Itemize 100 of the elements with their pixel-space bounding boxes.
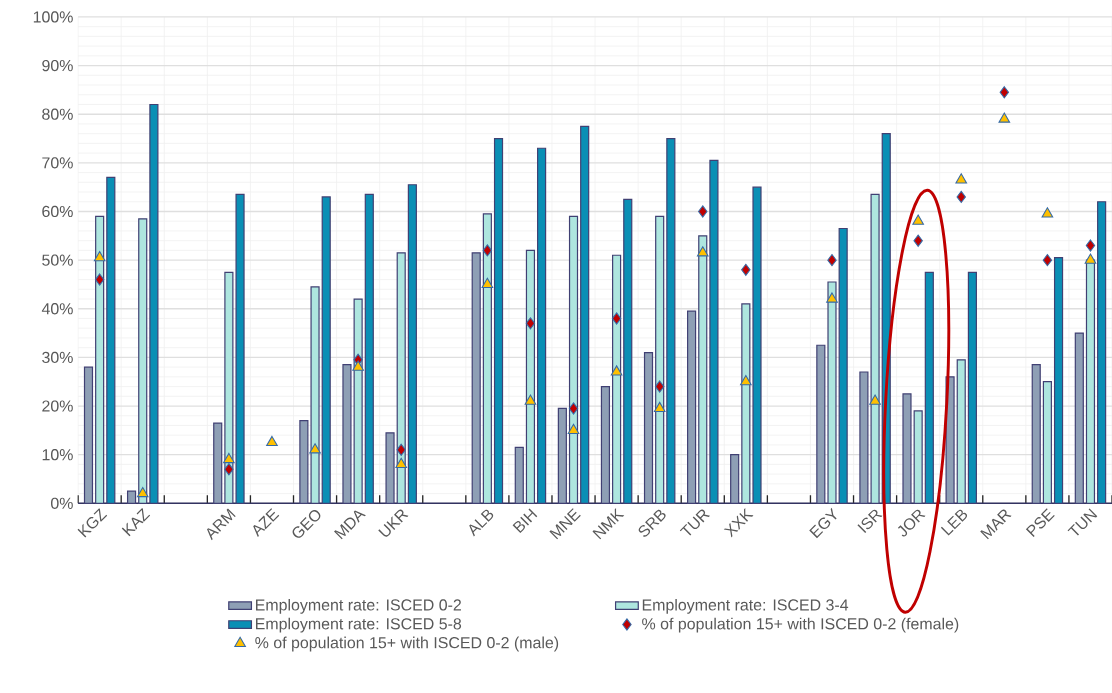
point (654, 380, 665, 393)
bar (471, 252, 481, 505)
bar (967, 271, 977, 505)
bar (580, 125, 590, 505)
point (741, 263, 751, 277)
point (999, 86, 1010, 99)
bar (407, 184, 417, 505)
x-tick-label: BIH (512, 508, 538, 534)
point (955, 173, 968, 184)
bar (95, 215, 105, 505)
point (266, 436, 278, 447)
bar (557, 408, 567, 505)
point (309, 443, 321, 454)
y-tick-label: 20% (42, 400, 73, 412)
bar (514, 446, 524, 505)
point (698, 205, 708, 218)
bar (321, 196, 331, 505)
point (611, 312, 622, 325)
x-tick-label: TUR (679, 509, 710, 536)
bar (525, 249, 536, 505)
y-tick-label: 70% (42, 157, 73, 169)
legend-label: Employment rate: ISCED 0-2 (256, 599, 461, 614)
y-tick-label: 0% (51, 497, 73, 510)
point (223, 453, 235, 464)
bar (741, 303, 751, 505)
bar (1031, 364, 1041, 505)
point (524, 394, 537, 405)
point (869, 394, 881, 405)
bar (655, 215, 665, 505)
point (653, 401, 666, 413)
x-tick-label: ALB (469, 509, 494, 537)
y-tick-label: 60% (42, 206, 73, 218)
bar (213, 422, 223, 505)
legend-label: % of population 15+ with ISCED 0-2 (female) (642, 617, 959, 633)
bar (827, 281, 837, 505)
point (696, 246, 709, 257)
point (827, 254, 837, 267)
point (913, 234, 923, 247)
bar (106, 177, 116, 505)
bar (643, 352, 654, 505)
bar (385, 432, 395, 505)
point (998, 112, 1011, 123)
point (482, 244, 493, 257)
legend-label: % of population 15+ with ISCED 0-2 (male) (255, 636, 559, 652)
bar (1074, 332, 1084, 505)
bar (1053, 257, 1064, 505)
bar (537, 147, 547, 505)
bar (913, 410, 923, 505)
bar (1085, 259, 1096, 505)
bar (600, 386, 611, 505)
bar (126, 490, 137, 505)
point (567, 423, 580, 435)
point (1084, 253, 1097, 264)
bar (924, 271, 934, 505)
bar (902, 393, 912, 505)
legend-label: Employment rate: ISCED 5-8 (256, 617, 462, 633)
point (740, 375, 752, 386)
y-tick-label: 30% (42, 351, 73, 364)
y-tick-label: 90% (42, 60, 73, 72)
bar (623, 198, 633, 505)
bar (709, 159, 719, 505)
bar (730, 454, 740, 505)
y-tick-label: 40% (41, 303, 73, 315)
point (568, 402, 579, 415)
point (94, 273, 105, 286)
bar (838, 228, 848, 505)
bar (482, 213, 492, 505)
point (93, 251, 106, 262)
y-tick-label: 10% (42, 449, 73, 461)
bar (612, 254, 622, 505)
bar (568, 215, 579, 505)
point (956, 190, 966, 204)
point (610, 365, 623, 376)
bar (1042, 381, 1052, 505)
bar (138, 218, 148, 505)
bar (687, 310, 697, 505)
y-tick-label: 80% (42, 108, 73, 120)
point (136, 487, 149, 498)
legend-label: Employment rate: ISCED 3-4 (642, 599, 849, 614)
point (481, 277, 494, 289)
bar (364, 194, 374, 505)
point (912, 214, 924, 225)
bar (752, 186, 762, 505)
point (395, 457, 408, 469)
bar (956, 359, 966, 505)
bar (83, 366, 94, 505)
bar (666, 138, 676, 505)
point (826, 292, 838, 303)
bar (698, 235, 708, 505)
y-tick-label: 100% (33, 11, 73, 23)
bar (396, 252, 406, 505)
bar (493, 138, 504, 505)
bar (1097, 201, 1107, 505)
x-tick-label: ISR (857, 509, 883, 534)
x-tick-label: TUN (1067, 508, 1098, 536)
point (1042, 254, 1053, 267)
point (1085, 239, 1096, 252)
point (525, 317, 536, 330)
point (1041, 207, 1054, 218)
y-tick-label: 50% (42, 254, 73, 266)
